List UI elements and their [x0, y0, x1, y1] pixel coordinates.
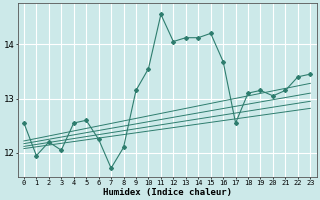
X-axis label: Humidex (Indice chaleur): Humidex (Indice chaleur) — [103, 188, 232, 197]
